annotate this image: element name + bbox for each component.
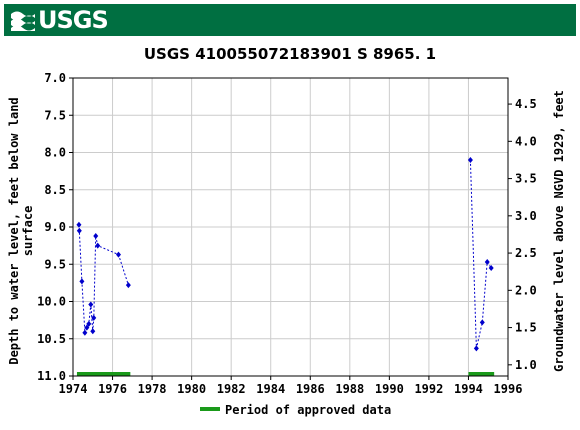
x-tick-label: 1990 bbox=[375, 382, 404, 396]
x-tick-label: 1976 bbox=[98, 382, 127, 396]
legend-swatch bbox=[200, 407, 220, 411]
y-axis-right-label: Groundwater level above NGVD 1929, feet bbox=[552, 90, 566, 372]
x-tick-label: 1984 bbox=[256, 382, 285, 396]
y-left-tick-label: 7.0 bbox=[44, 71, 66, 85]
data-point bbox=[76, 227, 82, 234]
approved-period-bar bbox=[76, 372, 131, 376]
y-left-tick-label: 9.5 bbox=[44, 257, 66, 271]
y-right-tick-label: 4.0 bbox=[515, 134, 537, 148]
series-line bbox=[78, 224, 129, 333]
data-point bbox=[93, 232, 99, 239]
data-point bbox=[484, 259, 490, 266]
x-tick-label: 1992 bbox=[414, 382, 443, 396]
y-right-tick-label: 1.0 bbox=[515, 358, 537, 372]
data-point bbox=[90, 328, 96, 335]
y-right-tick-label: 3.0 bbox=[515, 209, 537, 223]
x-tick-label: 1996 bbox=[494, 382, 523, 396]
y-axis-left-label-line-1: Depth to water level, feet below land bbox=[7, 97, 21, 364]
y-left-tick-label: 8.5 bbox=[44, 183, 66, 197]
y-left-tick-label: 11.0 bbox=[37, 369, 66, 383]
y-right-tick-label: 2.5 bbox=[515, 246, 537, 260]
y-right-tick-label: 4.5 bbox=[515, 97, 537, 111]
x-axis-ticks: 1974 1976 1978 1980 1982 1984 1986 1988 1990 1992… bbox=[59, 376, 523, 396]
data-point bbox=[79, 278, 85, 285]
usgs-banner: USGS bbox=[4, 4, 576, 36]
data-point bbox=[488, 264, 494, 271]
usgs-wave-icon bbox=[11, 11, 35, 31]
x-tick-label: 1980 bbox=[177, 382, 206, 396]
y-axis-left-label-line-2: surface bbox=[21, 206, 35, 257]
grid-lines bbox=[72, 77, 509, 377]
data-point bbox=[95, 242, 101, 249]
approved-period-bar bbox=[468, 372, 495, 376]
x-tick-label: 1994 bbox=[454, 382, 483, 396]
legend: Period of approved data bbox=[200, 403, 391, 417]
data-point bbox=[467, 156, 473, 163]
y-axis-right-ticks: 1.0 1.5 2.0 2.5 3.0 3.5 4.0 4.5 bbox=[508, 97, 537, 372]
y-axis-left-ticks: 7.0 7.5 8.0 8.5 9.0 9.5 10.0 10.5 11.0 bbox=[37, 71, 73, 383]
y-left-tick-label: 10.0 bbox=[37, 295, 66, 309]
data-point bbox=[82, 329, 88, 336]
x-tick-label: 1988 bbox=[335, 382, 364, 396]
series-points bbox=[76, 156, 494, 352]
data-point bbox=[86, 320, 92, 327]
data-point bbox=[88, 301, 94, 308]
data-point bbox=[473, 345, 479, 352]
series-line bbox=[469, 159, 492, 349]
x-tick-label: 1974 bbox=[59, 382, 88, 396]
x-tick-label: 1978 bbox=[138, 382, 167, 396]
data-point bbox=[84, 324, 90, 331]
y-right-tick-label: 1.5 bbox=[515, 321, 537, 335]
approved-periods bbox=[76, 372, 495, 376]
y-right-tick-label: 2.0 bbox=[515, 283, 537, 297]
x-tick-label: 1982 bbox=[217, 382, 246, 396]
x-tick-label: 1986 bbox=[296, 382, 325, 396]
data-point bbox=[91, 314, 97, 321]
data-point bbox=[76, 221, 82, 228]
data-point bbox=[479, 319, 485, 326]
data-point bbox=[125, 282, 131, 289]
chart-title: USGS 410055072183901 S 8965. 1 bbox=[143, 45, 437, 63]
y-left-tick-label: 7.5 bbox=[44, 108, 66, 122]
data-point bbox=[115, 251, 121, 258]
y-right-tick-label: 3.5 bbox=[515, 172, 537, 186]
usgs-logo-text: USGS bbox=[38, 6, 109, 34]
y-left-tick-label: 9.0 bbox=[44, 220, 66, 234]
y-left-tick-label: 8.0 bbox=[44, 146, 66, 160]
y-left-tick-label: 10.5 bbox=[37, 332, 66, 346]
legend-label: Period of approved data bbox=[225, 403, 391, 417]
